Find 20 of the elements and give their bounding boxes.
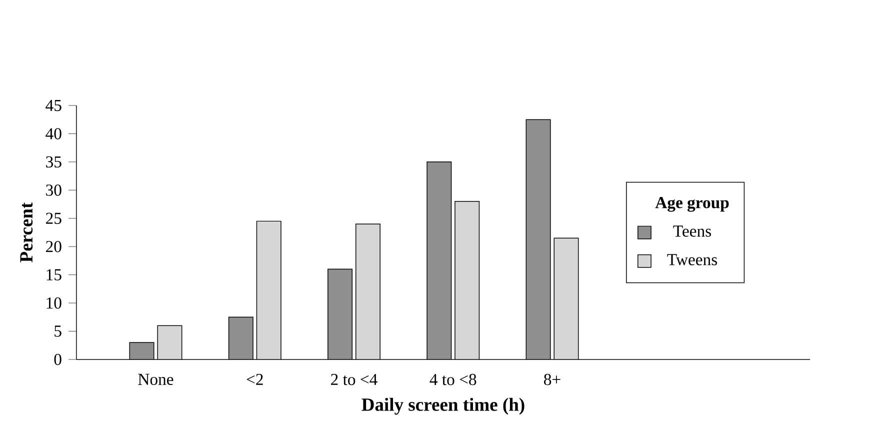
y-tick-label: 45 <box>46 100 62 112</box>
y-tick-label: 0 <box>54 354 62 366</box>
y-axis-title: Percent <box>20 202 33 262</box>
x-tick-label: <2 <box>246 374 263 385</box>
y-tick-label: 20 <box>46 240 62 252</box>
x-tick-label: 8+ <box>544 374 560 386</box>
legend-title: Age group <box>655 196 729 212</box>
y-tick-label: 35 <box>46 156 62 168</box>
x-tick-label: 4 to <8 <box>430 374 476 386</box>
legend-label: Teens <box>673 226 712 237</box>
y-tick-label: 40 <box>46 128 62 140</box>
y-tick-label: 30 <box>46 184 62 196</box>
x-tick-label: 2 to <4 <box>331 374 378 386</box>
y-tick-label: 5 <box>54 326 62 337</box>
x-tick-label: None <box>138 374 174 385</box>
y-tick-label: 25 <box>46 212 62 224</box>
legend-label: Tweens <box>667 254 718 266</box>
y-tick-label: 15 <box>46 269 62 280</box>
x-axis-title: Daily screen time (h) <box>362 398 524 415</box>
y-tick-label: 10 <box>46 297 62 309</box>
